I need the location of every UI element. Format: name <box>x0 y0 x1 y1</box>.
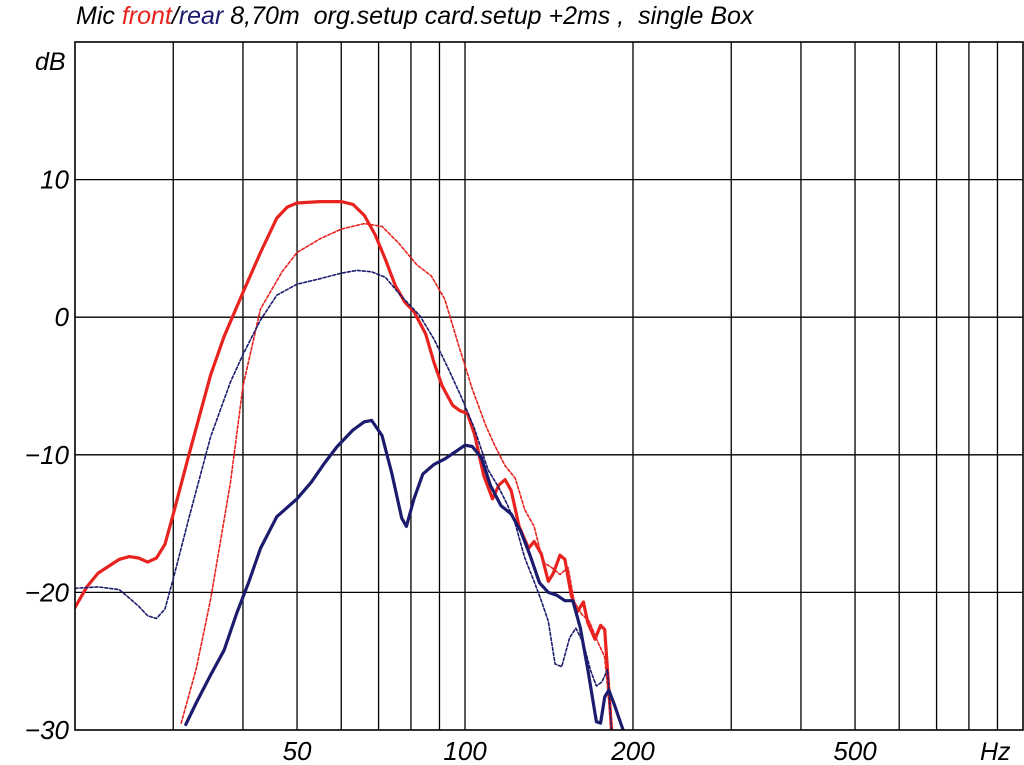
y-tick-label: 0 <box>55 302 70 332</box>
series-line-1 <box>180 222 613 730</box>
x-tick-label: 200 <box>610 736 655 765</box>
series-line-0 <box>75 200 614 730</box>
chart-title: Mic front/rear 8,70m org.setup card.setu… <box>76 2 755 30</box>
chart-title-part: 8,70m org.setup card.setup +2ms , single… <box>223 2 755 30</box>
y-tick-label: 10 <box>40 165 69 195</box>
chart-title-part: rear <box>179 2 225 30</box>
y-axis-label: dB <box>35 48 66 76</box>
series-layer <box>75 200 625 730</box>
y-tick-label: −30 <box>25 715 70 745</box>
chart-title-part: front <box>122 2 173 30</box>
series-line-3 <box>75 269 613 730</box>
plot-border <box>74 41 1024 731</box>
x-tick-label: 50 <box>283 736 312 765</box>
y-tick-label: −10 <box>25 440 70 470</box>
x-tick-label: 100 <box>443 736 487 765</box>
grid <box>75 42 1023 730</box>
series-line-2 <box>184 418 625 730</box>
x-axis-label: Hz <box>980 738 1011 765</box>
chart-title-part: Mic <box>76 2 122 30</box>
y-tick-label: −20 <box>25 577 70 607</box>
x-tick-label: 500 <box>833 736 877 765</box>
